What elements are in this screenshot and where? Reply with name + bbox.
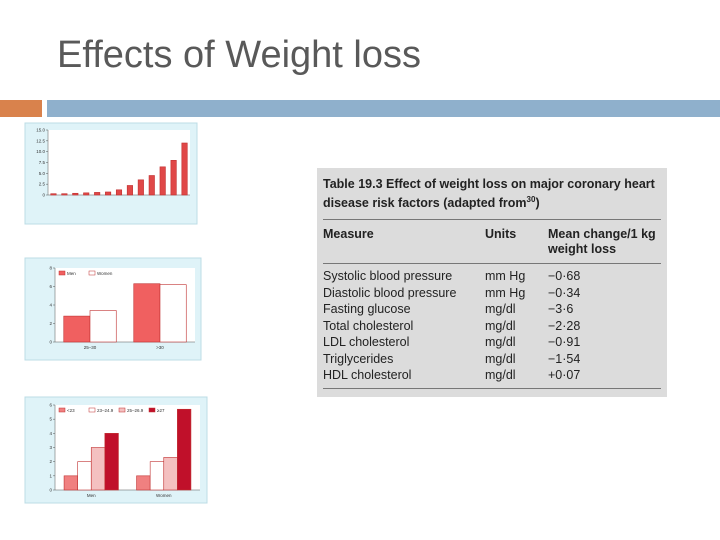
y-tick-label: 5.0 bbox=[39, 171, 46, 176]
y-tick-label: 0 bbox=[42, 193, 45, 198]
legend-swatch bbox=[58, 407, 66, 413]
y-tick-label: 0 bbox=[49, 488, 52, 493]
y-tick-label: 2 bbox=[49, 459, 52, 464]
caption-text: ) bbox=[535, 196, 540, 211]
table-cell: mg/dl bbox=[485, 302, 516, 316]
x-tick-label: Women bbox=[156, 493, 172, 498]
table-cell: +0·07 bbox=[548, 368, 581, 382]
bar bbox=[72, 192, 79, 196]
bar bbox=[63, 315, 91, 343]
column-header: Mean change/1 kg weight loss bbox=[548, 227, 656, 256]
legend-label: 25–26.9 bbox=[127, 408, 144, 413]
y-tick-label: 6 bbox=[49, 403, 52, 408]
legend-swatch bbox=[58, 270, 66, 276]
table: Table 19.3 Effect of weight loss on majo… bbox=[317, 168, 667, 397]
table-cell: −2·28 bbox=[548, 318, 581, 333]
bar bbox=[61, 193, 68, 196]
y-tick-label: 8 bbox=[49, 266, 52, 271]
y-tick-label: 6 bbox=[49, 284, 52, 289]
table-cell: −0·68 bbox=[548, 269, 581, 283]
caption-text: Table 19.3 Effect of weight loss on majo… bbox=[323, 177, 655, 211]
y-tick-label: 1 bbox=[49, 473, 52, 478]
header-bar bbox=[47, 100, 720, 117]
bar bbox=[105, 191, 112, 196]
bar bbox=[77, 461, 92, 491]
bar bbox=[115, 189, 123, 196]
y-tick-label: 2 bbox=[49, 321, 52, 326]
accent-bar bbox=[0, 100, 42, 117]
bar bbox=[170, 160, 177, 196]
table-cell: −0·91 bbox=[548, 335, 581, 349]
y-tick-label: 7.5 bbox=[39, 160, 46, 165]
column-header: Measure bbox=[323, 227, 374, 241]
legend-swatch bbox=[88, 407, 96, 413]
y-tick-label: 0 bbox=[49, 340, 52, 345]
bar bbox=[159, 284, 187, 343]
bar bbox=[83, 192, 90, 196]
legend-swatch bbox=[88, 270, 96, 276]
table-caption: Table 19.3 Effect of weight loss on majo… bbox=[323, 176, 663, 211]
legend-label: ≥27 bbox=[157, 408, 165, 413]
table-cell: mg/dl bbox=[485, 318, 516, 333]
legend-swatch bbox=[118, 407, 126, 413]
table-cell: Diastolic blood pressure bbox=[323, 285, 457, 300]
table-cell: mg/dl bbox=[485, 368, 516, 382]
table-cell: mm Hg bbox=[485, 269, 526, 283]
legend-swatch bbox=[148, 407, 156, 413]
table-cell: Triglycerides bbox=[323, 351, 394, 366]
column-header: Units bbox=[485, 227, 517, 241]
bar bbox=[148, 175, 155, 196]
y-tick-label: 12.5 bbox=[36, 138, 45, 143]
bar bbox=[94, 192, 101, 196]
table-cell: HDL cholesterol bbox=[323, 368, 412, 382]
bar bbox=[136, 475, 151, 491]
y-tick-label: 15.0 bbox=[36, 128, 45, 133]
bar bbox=[163, 457, 178, 491]
legend-label: 23–24.9 bbox=[97, 408, 114, 413]
table-cell: mg/dl bbox=[485, 335, 516, 349]
bar bbox=[159, 166, 166, 196]
y-tick-label: 3 bbox=[49, 445, 52, 450]
y-tick-label: 4 bbox=[49, 303, 52, 308]
y-tick-label: 2.5 bbox=[39, 182, 46, 187]
plot-area bbox=[48, 130, 190, 195]
table-cell: Systolic blood pressure bbox=[323, 269, 453, 283]
legend-label: <23 bbox=[67, 408, 75, 413]
legend-label: Women bbox=[97, 271, 113, 276]
rule bbox=[323, 388, 661, 389]
legend-label: Men bbox=[67, 271, 76, 276]
x-tick-label: Men bbox=[87, 493, 96, 498]
caption-ref: 30 bbox=[526, 195, 536, 204]
table-cell: Fasting glucose bbox=[323, 302, 411, 316]
bar bbox=[63, 475, 78, 491]
table-cell: Total cholesterol bbox=[323, 318, 414, 333]
bar bbox=[90, 447, 106, 491]
bar bbox=[126, 185, 133, 196]
table-cell: mm Hg bbox=[485, 285, 526, 300]
bar bbox=[137, 179, 144, 196]
bar bbox=[104, 433, 119, 491]
table-cell: −3·6 bbox=[548, 302, 574, 316]
table-cell: −0·34 bbox=[548, 285, 581, 300]
x-tick-label: 25–30 bbox=[84, 345, 97, 350]
bar bbox=[149, 461, 165, 491]
y-tick-label: 4 bbox=[49, 431, 52, 436]
y-tick-label: 5 bbox=[49, 417, 52, 422]
bar bbox=[133, 283, 161, 343]
bar bbox=[89, 310, 117, 343]
slide-title: Effects of Weight loss bbox=[57, 34, 421, 76]
rule bbox=[323, 263, 661, 264]
table-cell: −1·54 bbox=[548, 351, 581, 366]
table-cell: mg/dl bbox=[485, 351, 516, 366]
rule bbox=[323, 219, 661, 220]
y-tick-label: 10.0 bbox=[36, 149, 45, 154]
bar bbox=[181, 142, 188, 196]
bar bbox=[50, 193, 57, 196]
table-cell: LDL cholesterol bbox=[323, 335, 410, 349]
bar bbox=[177, 408, 192, 491]
x-tick-label: >30 bbox=[156, 345, 164, 350]
